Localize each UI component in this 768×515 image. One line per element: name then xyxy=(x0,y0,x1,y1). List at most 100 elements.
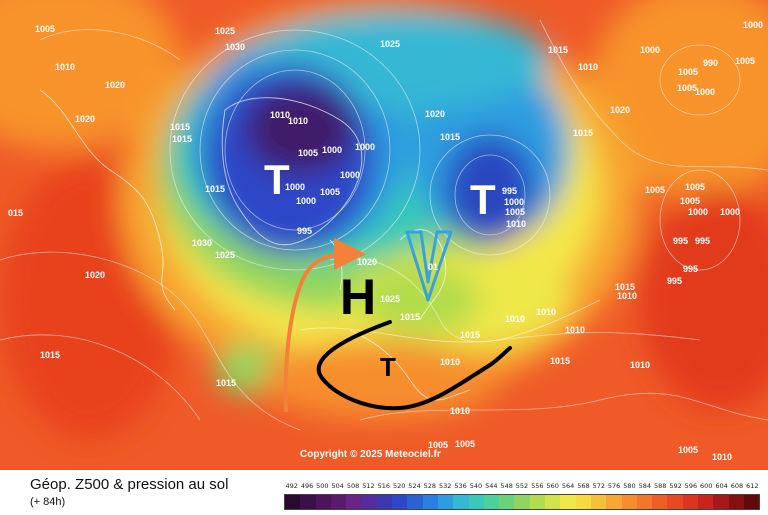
scale-label: 540 xyxy=(469,482,483,490)
scale-label: 512 xyxy=(362,482,375,490)
pressure-label: 1015 xyxy=(205,184,225,194)
pressure-label: 1010 xyxy=(270,110,290,120)
pressure-label: 1005 xyxy=(680,196,700,206)
scale-label: 532 xyxy=(439,482,452,490)
scale-label: 544 xyxy=(485,482,498,490)
pressure-label: 1000 xyxy=(322,145,342,155)
pressure-label: 1025 xyxy=(380,39,400,49)
scale-label: 560 xyxy=(546,482,559,490)
pressure-label: 1015 xyxy=(440,132,460,142)
scale-swatch xyxy=(545,495,561,509)
scale-label: 588 xyxy=(653,482,667,490)
scale-swatch xyxy=(346,495,362,509)
scale-label: 600 xyxy=(700,482,713,490)
pressure-label: 1005 xyxy=(678,445,698,455)
pressure-label: 1015 xyxy=(172,134,192,144)
scale-swatch xyxy=(698,495,714,509)
scale-swatch xyxy=(560,495,576,509)
scale-label: 568 xyxy=(577,482,590,490)
scale-label: 516 xyxy=(377,482,391,490)
pressure-label: 1005 xyxy=(685,182,705,192)
scale-swatch xyxy=(392,495,408,509)
scale-label: 548 xyxy=(500,482,513,490)
scale-swatch xyxy=(361,495,377,509)
scale-swatch xyxy=(590,495,607,509)
pressure-label: 1000 xyxy=(720,207,740,217)
scale-label: 552 xyxy=(515,482,529,490)
legend-footer: Géop. Z500 & pression au sol (+ 84h) 492… xyxy=(0,470,768,515)
pressure-label: 1010 xyxy=(712,452,732,462)
scale-swatch xyxy=(407,495,423,509)
pressure-label: 1015 xyxy=(615,282,635,292)
z500-scale-labels: 492 496 500 504 508 512 516 520 524 528 532 536 540 5… xyxy=(284,482,760,492)
scale-swatch xyxy=(575,495,591,509)
scale-label: 528 xyxy=(423,482,437,490)
scale-label: 576 xyxy=(607,482,621,490)
pressure-label: 1015 xyxy=(170,122,190,132)
scale-swatch xyxy=(437,495,454,509)
pressure-label: 1010 xyxy=(565,325,585,335)
pressure-label: 995 xyxy=(673,236,688,246)
scale-swatch xyxy=(422,495,438,509)
pressure-label: 1005 xyxy=(455,439,475,449)
pressure-label: 015 xyxy=(8,208,23,218)
pressure-label: 1015 xyxy=(460,330,480,340)
pressure-label: 1015 xyxy=(40,350,60,360)
pressure-label: 1005 xyxy=(735,56,755,66)
pressure-label: 1010 xyxy=(536,307,556,317)
scale-swatch xyxy=(529,495,546,509)
pressure-label: 1015 xyxy=(550,356,570,366)
scale-swatch xyxy=(285,495,301,509)
pressure-label: 1010 xyxy=(617,291,637,301)
pressure-label: 1000 xyxy=(640,45,660,55)
pressure-label: 1000 xyxy=(296,196,316,206)
pressure-label: 1005 xyxy=(645,185,665,195)
pressure-label: 1030 xyxy=(225,42,245,52)
low-iberia-label: T xyxy=(380,352,396,382)
map-title: Géop. Z500 & pression au sol xyxy=(30,476,229,493)
scale-swatch xyxy=(743,495,760,509)
scale-label: 592 xyxy=(669,482,682,490)
pressure-label: 1010 xyxy=(450,406,470,416)
forecast-lead-time: (+ 84h) xyxy=(30,496,66,508)
pressure-label: 1000 xyxy=(743,20,763,30)
scale-swatch xyxy=(468,495,484,509)
scale-swatch xyxy=(300,495,316,509)
scale-label: 580 xyxy=(623,482,636,490)
pressure-label: 1010 xyxy=(440,357,460,367)
scale-swatch xyxy=(453,495,469,509)
scale-swatch xyxy=(652,495,668,509)
z500-color-scale xyxy=(284,494,760,510)
scale-label: 524 xyxy=(408,482,421,490)
scale-label: 556 xyxy=(531,482,544,490)
pressure-label: 01 xyxy=(428,262,438,272)
pressure-label: 1015 xyxy=(548,45,568,55)
scale-swatch xyxy=(483,495,500,509)
pressure-label: 995 xyxy=(297,226,312,236)
scale-swatch xyxy=(636,495,653,509)
pressure-label: 1000 xyxy=(688,207,708,217)
pressure-label: 995 xyxy=(667,276,682,286)
scale-label: 572 xyxy=(592,482,605,490)
scale-label: 612 xyxy=(746,482,759,490)
scale-swatch xyxy=(728,495,744,509)
scale-swatch xyxy=(682,495,699,509)
high-atlantic-label: H xyxy=(340,269,376,325)
scale-label: 504 xyxy=(331,482,344,490)
scale-swatch xyxy=(315,495,331,509)
scale-swatch xyxy=(667,495,683,509)
pressure-label: 1005 xyxy=(320,187,340,197)
scale-label: 508 xyxy=(346,482,360,490)
scale-label: 500 xyxy=(316,482,329,490)
pressure-label: 1005 xyxy=(505,207,525,217)
cold-advection-arrow xyxy=(405,230,453,302)
pressure-label: 1010 xyxy=(55,62,75,72)
scale-label: 536 xyxy=(454,482,467,490)
scale-label: 596 xyxy=(684,482,698,490)
pressure-label: 1005 xyxy=(35,24,55,34)
pressure-label: 1005 xyxy=(428,440,448,450)
scale-label: 604 xyxy=(715,482,728,490)
pressure-label: 1020 xyxy=(85,270,105,280)
scale-swatch xyxy=(330,495,347,509)
